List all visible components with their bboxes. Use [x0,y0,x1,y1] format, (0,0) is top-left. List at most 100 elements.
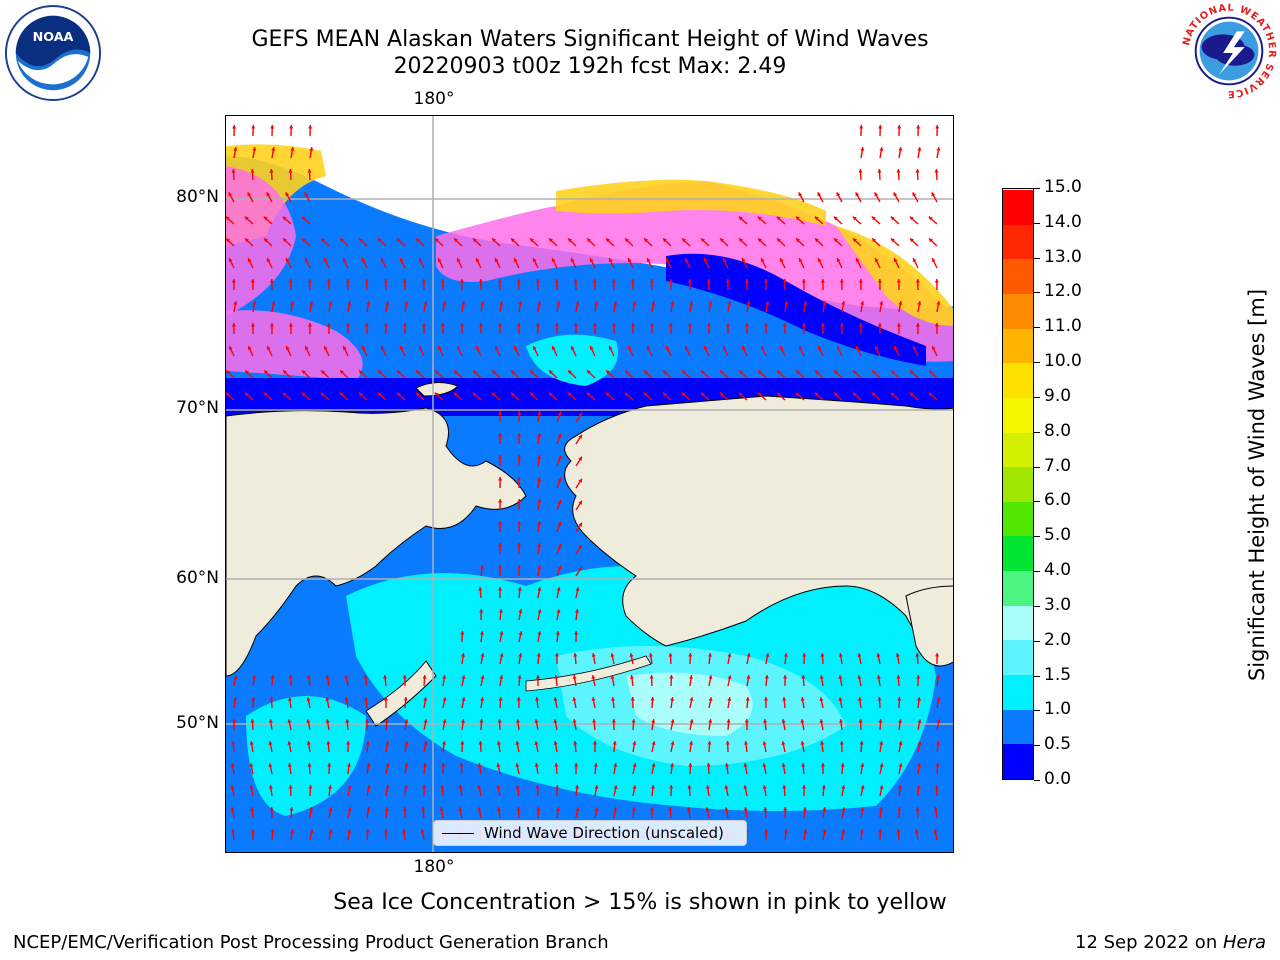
wind-arrow-head [309,301,314,305]
wind-arrow-head [459,763,464,767]
wind-arrow-head [557,565,562,570]
wind-arrow-head [269,323,274,327]
wind-arrow-head [572,697,577,702]
wind-arrow-head [364,323,369,327]
wind-arrow-head [326,741,331,745]
wind-arrow-head [650,697,655,701]
wind-arrow-head [325,719,330,723]
wind-arrow-head [689,697,694,701]
wind-arrow-head [530,238,534,243]
wind-arrow-head [555,631,560,635]
wind-arrow-head [307,279,312,283]
wind-arrow-head [551,346,556,351]
wind-arrow-head [440,785,445,789]
wind-arrow-head [611,697,616,701]
colorbar-tick [1034,292,1040,294]
wind-arrow-head [402,675,407,679]
wind-arrow-head [283,370,287,375]
wind-arrow-head [306,719,311,724]
wind-arrow-head [898,741,903,745]
wind-arrow-head [593,763,598,767]
wind-arrow-head [934,279,939,283]
wind-arrow-head [380,346,385,351]
wind-arrow-head [630,323,635,327]
wind-arrow-head [530,370,534,375]
wind-arrow-head [915,653,920,657]
wind-arrow-head [859,125,864,129]
wind-arrow-head [480,653,485,657]
wind-arrow-head [553,741,558,745]
wind-arrow-head [574,763,579,767]
wind-arrow-head [537,477,542,481]
wind-arrow-head [385,763,390,768]
wind-arrow-head [858,323,863,327]
footer-date: 12 Sep 2022 on Hera [1075,932,1266,953]
wind-arrow-head [800,697,805,701]
lat-label-70: 70°N [176,398,219,418]
wind-arrow-head [269,279,274,283]
wind-arrow-head [725,741,730,745]
colorbar-segment [1003,639,1033,676]
wind-arrow-head [555,785,560,789]
wind-arrow-head [688,763,693,767]
wind-arrow-head [724,763,729,767]
wind-arrow-head [708,697,713,702]
wind-arrow-head [682,370,686,375]
wind-arrow-head [232,125,237,129]
wind-arrow-head [557,477,562,482]
colorbar-tick-label: 5.0 [1044,525,1072,546]
wind-arrow-head [440,323,445,327]
wind-arrow-head [302,238,306,243]
wind-arrow-head [916,675,921,679]
wind-arrow-head [934,323,939,327]
wind-arrow-head [587,370,591,375]
wind-arrow-head [327,763,332,767]
wind-arrow-head [936,301,941,305]
wind-arrow-head [783,653,788,657]
colorbar-tick-label: 13.0 [1044,246,1082,267]
wind-arrow-head [441,763,446,767]
wind-arrow-head [340,370,344,375]
wind-arrow-head [839,279,844,283]
wind-arrow-head [461,653,466,657]
wind-arrow-head [245,370,249,375]
wind-arrow-head [285,258,290,263]
wind-arrow-head [535,697,540,701]
wind-arrow-head [857,697,862,701]
wind-arrow-head [556,587,561,592]
wind-arrow-head [340,238,344,243]
wind-arrow-head [578,478,582,483]
wind-arrow-head [288,323,293,327]
wind-arrow-head [435,370,439,375]
wind-arrow-head [689,719,694,723]
wind-arrow-head [763,323,768,327]
wind-arrow-head [632,741,637,745]
wind-arrow-head [893,258,898,263]
colorbar-tick [1034,466,1040,468]
wind-arrow-head [437,258,442,263]
wind-arrow-head [270,125,275,129]
wind-arrow-head [492,370,496,375]
wind-arrow-head [687,785,692,789]
wind-arrow-head [878,719,883,723]
colorbar-segment [1003,605,1033,641]
wind-arrow-head [416,370,420,375]
wind-arrow-head [643,392,648,397]
wind-arrow-head [782,279,787,283]
wind-arrow-head [817,258,822,263]
wind-arrow-head [629,675,635,679]
wind-arrow-head [613,785,618,790]
wind-arrow-head [646,258,651,263]
wind-arrow-head [801,279,806,283]
colorbar-tick-label: 12.0 [1044,281,1082,302]
wind-arrow-head [781,763,786,767]
colorbar-tick-label: 1.0 [1044,699,1072,720]
wind-arrow-head [821,785,826,789]
wind-arrow-head [383,323,388,327]
colorbar-tick-label: 11.0 [1044,316,1082,337]
wind-arrow-head [915,279,920,283]
wind-arrow-head [568,238,572,243]
wind-arrow-head [268,719,273,723]
wind-arrow-head [591,675,596,680]
wind-arrow-head [326,279,331,283]
